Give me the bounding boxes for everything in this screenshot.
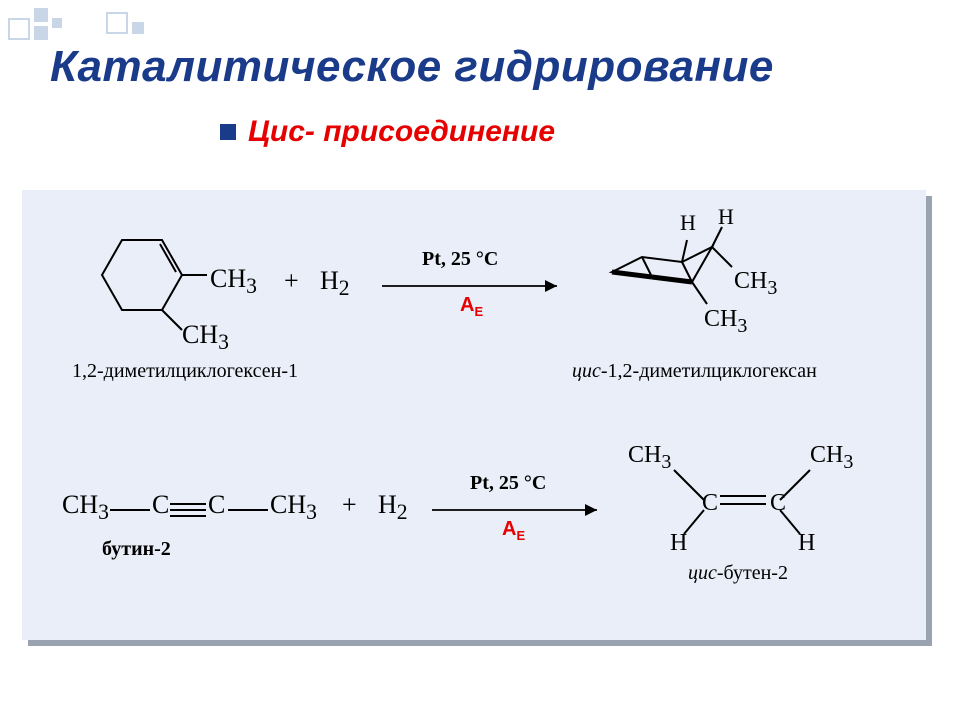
subtitle-row: Цис- присоединение (220, 115, 555, 149)
r2-arrow-conditions: Pt, 25 °C (470, 472, 546, 495)
r1-prod-h1: H (680, 210, 696, 236)
r2-reactant-label: бутин-2 (102, 538, 171, 561)
r1-ch3-b: CH3 (182, 320, 229, 355)
r1-prod-h2: H (718, 204, 734, 230)
slide-subtitle: Цис- присоединение (248, 115, 555, 149)
r2-mechanism-label: AE (502, 518, 525, 543)
r2-product-label: цис-бутен-2 (688, 562, 788, 585)
r2-p-h1: H (670, 530, 687, 557)
r1-arrow-conditions: Pt, 25 °C (422, 248, 498, 271)
r2-p-ch3-l: CH3 (628, 442, 671, 474)
r2-plus: + (342, 490, 357, 520)
r2-triple-bond (170, 500, 206, 520)
r2-bond1 (110, 500, 150, 520)
r2-ch3-l: CH3 (62, 490, 109, 525)
slide-title: Каталитическое гидрирование (50, 42, 774, 92)
r2-p-c1: C (702, 490, 718, 517)
r2-bond2 (228, 500, 268, 520)
r2-p-h2: H (798, 530, 815, 557)
r1-plus: + (284, 266, 299, 296)
r1-reactant-label: 1,2-диметилциклогексен-1 (72, 360, 298, 383)
chem-panel: CH3 CH3 + H2 Pt, 25 °C AE H H (22, 190, 926, 640)
r2-c1: C (152, 490, 169, 520)
r2-c2: C (208, 490, 225, 520)
r2-p-ch3-r: CH3 (810, 442, 853, 474)
r1-product-label: цис-1,2-диметилциклогексан (572, 360, 817, 383)
r1-ch3-a: CH3 (210, 264, 257, 299)
reaction-1: CH3 CH3 + H2 Pt, 25 °C AE H H (62, 230, 892, 400)
reaction-2: CH3 C C CH3 + H2 Pt, 25 °C AE (62, 460, 892, 600)
r2-ch3-r: CH3 (270, 490, 317, 525)
bullet-icon (220, 124, 236, 140)
r2-p-c2: C (770, 490, 786, 517)
r1-h2: H2 (320, 266, 350, 301)
r1-mechanism-label: AE (460, 294, 483, 319)
r1-prod-ch3-a: CH3 (734, 268, 777, 300)
r2-h2: H2 (378, 490, 408, 525)
r1-prod-ch3-b: CH3 (704, 306, 747, 338)
